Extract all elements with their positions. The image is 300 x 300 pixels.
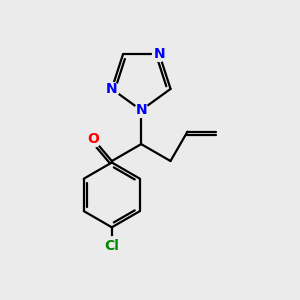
Text: N: N [135, 103, 147, 117]
Text: O: O [87, 132, 99, 146]
Text: N: N [154, 47, 165, 61]
Text: Cl: Cl [104, 239, 119, 254]
Text: N: N [106, 82, 118, 96]
